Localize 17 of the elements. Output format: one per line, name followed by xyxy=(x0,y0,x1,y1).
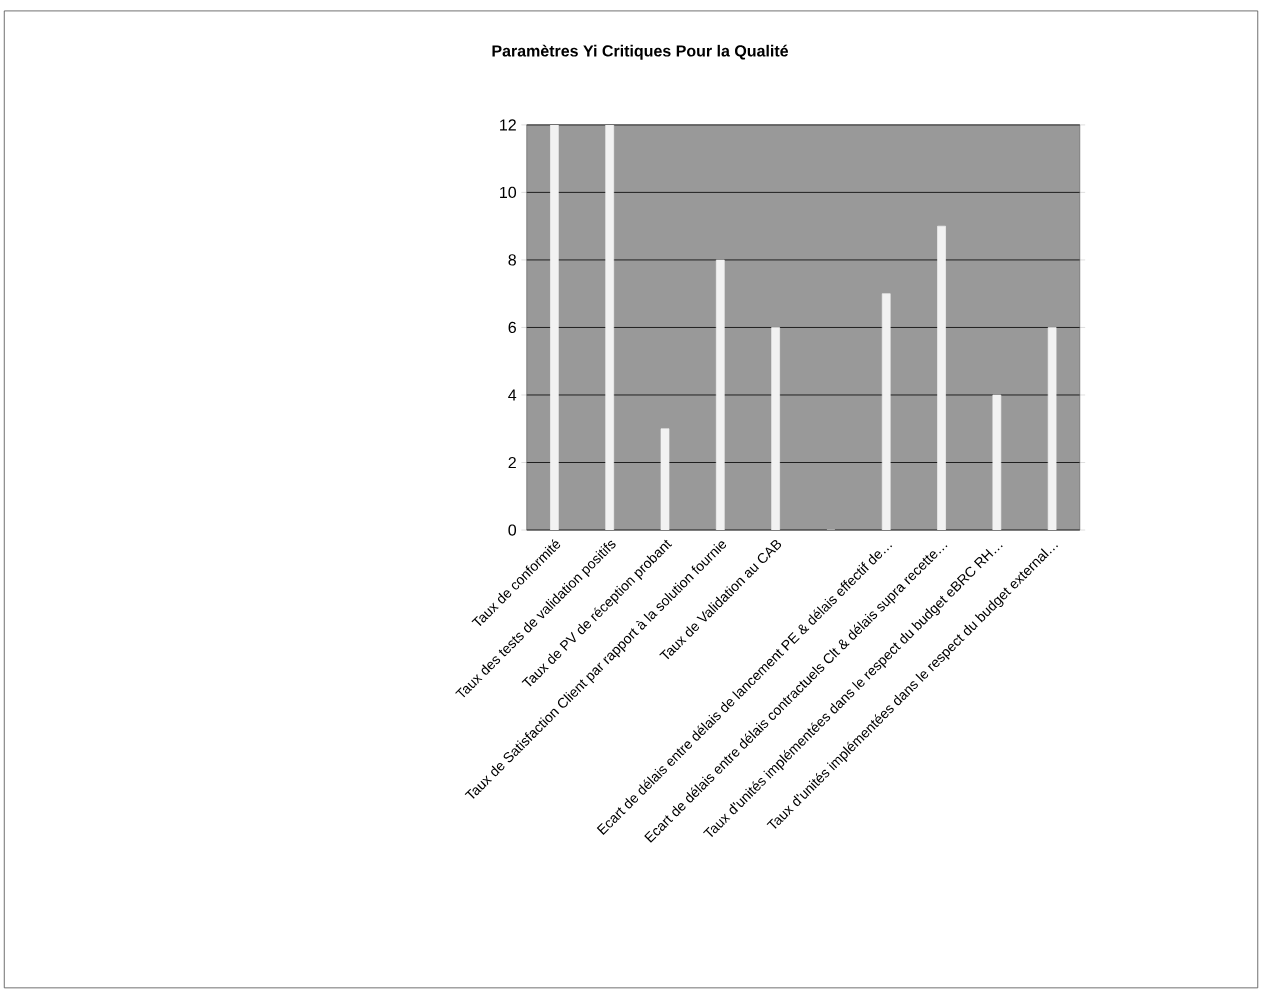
y-tick-label: 8 xyxy=(508,254,516,266)
bar xyxy=(1047,327,1057,530)
bar xyxy=(771,327,780,530)
bar xyxy=(550,124,559,530)
y-tick-label: 6 xyxy=(508,321,516,334)
bar xyxy=(992,394,1002,530)
y-tick-label: 4 xyxy=(508,389,517,401)
y-tick-label: 12 xyxy=(500,119,516,131)
y-tick-label: 0 xyxy=(508,524,517,536)
y-tick-label: 2 xyxy=(508,456,516,469)
bar xyxy=(605,124,615,530)
y-tick-label: 10 xyxy=(500,186,517,199)
bar xyxy=(715,259,725,530)
chart-title: Paramètres Yi Critiques Pour la Qualité xyxy=(492,44,789,60)
bar xyxy=(881,293,891,530)
bar xyxy=(660,428,670,530)
bar xyxy=(937,225,946,530)
